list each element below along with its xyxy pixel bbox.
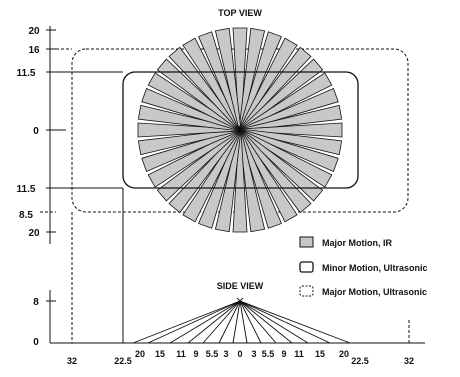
side-x-tick-label: 32	[67, 356, 77, 366]
side-view-sensor-mark	[236, 297, 244, 305]
side-x-tick-label: 22.5	[351, 356, 369, 366]
minor-motion-ultrasonic-zone	[122, 71, 359, 189]
side-beam	[218, 300, 241, 344]
side-x-tick-label: 5.5	[206, 349, 219, 359]
side-view: SIDE VIEW 8 0 32 22.520 15 11 9 5.5 3 0 3 5.5 9 11 1…	[33, 281, 425, 366]
sensor-center	[236, 126, 244, 134]
legend: Major Motion, IR Minor Motion, Ultrasoni…	[299, 236, 428, 297]
top-y-label-16: 16	[28, 45, 40, 56]
range-guide-lines	[71, 188, 410, 343]
legend-swatch-minor-ultrasonic	[299, 261, 314, 273]
side-beam	[147, 300, 241, 344]
side-x-tick-label: 11	[176, 349, 186, 359]
side-x-tick-label: 3	[223, 349, 228, 359]
top-view-guide-lines	[40, 48, 123, 213]
side-beam	[239, 300, 277, 344]
legend-swatch-major-ir	[299, 236, 314, 248]
top-y-label-0: 0	[33, 126, 39, 137]
side-x-tick-label: 0	[237, 349, 242, 359]
side-x-tick-label: 32	[404, 356, 414, 366]
side-y-label-0: 0	[33, 337, 39, 348]
side-x-tick-label: 3	[251, 349, 256, 359]
legend-swatch-major-ultrasonic	[299, 285, 314, 297]
side-beam	[239, 300, 309, 344]
side-x-tick-label: 9	[193, 349, 198, 359]
side-x-tick-label: 15	[315, 349, 325, 359]
top-y-label-20-lower: 20	[28, 228, 40, 239]
side-y-label-8: 8	[33, 297, 39, 308]
side-x-tick-label: 9	[281, 349, 286, 359]
side-view-title: SIDE VIEW	[217, 281, 264, 291]
side-beam	[169, 300, 241, 344]
legend-label-major-ir: Major Motion, IR	[322, 238, 392, 248]
side-x-tick-label: 20	[135, 349, 145, 359]
side-beam	[239, 300, 331, 344]
top-view-title: TOP VIEW	[218, 8, 262, 18]
side-beam	[232, 300, 241, 344]
side-beam	[239, 300, 262, 344]
top-y-label-8-5: 8.5	[19, 210, 33, 221]
top-y-label-20-upper: 20	[28, 26, 40, 37]
side-beam	[187, 300, 241, 344]
top-view: TOP VIEW 20 16 11.5 0 11.5 8.5 20	[17, 8, 409, 244]
ir-detection-petals	[137, 27, 343, 233]
side-x-tick-label: 15	[155, 349, 165, 359]
side-beam	[239, 300, 293, 344]
legend-label-major-ultrasonic: Major Motion, Ultrasonic	[322, 287, 427, 297]
legend-label-minor-ultrasonic: Minor Motion, Ultrasonic	[322, 263, 428, 273]
side-x-tick-label: 11	[294, 349, 304, 359]
side-beam	[202, 300, 241, 344]
side-x-tick-label: 5.5	[262, 349, 275, 359]
side-beam	[132, 300, 241, 344]
top-y-label-11-5-upper: 11.5	[17, 68, 36, 79]
side-view-beams	[132, 300, 351, 344]
side-x-tick-label: 22.5	[114, 356, 132, 366]
top-y-label-11-5-lower: 11.5	[17, 184, 36, 195]
side-x-tick-label: 20	[339, 349, 349, 359]
top-view-y-ticks	[46, 29, 56, 233]
side-beam	[239, 300, 351, 344]
side-beam	[239, 300, 248, 344]
ir-petal	[214, 27, 241, 127]
